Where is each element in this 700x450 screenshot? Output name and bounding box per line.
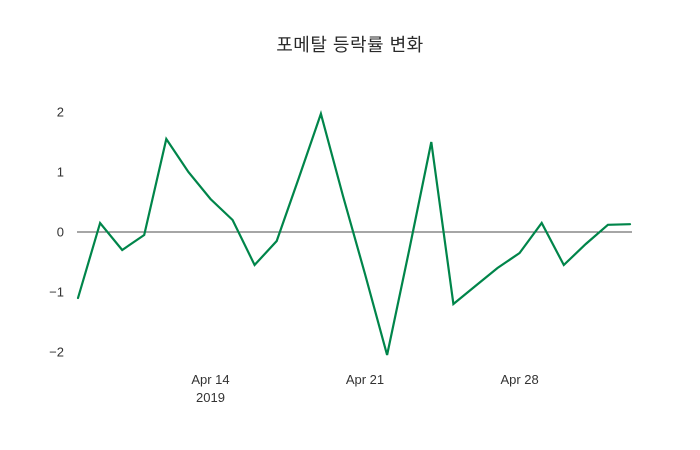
x-tick-label: Apr 28 xyxy=(500,372,538,387)
y-tick-label: 1 xyxy=(57,165,64,180)
series-line xyxy=(76,110,632,356)
y-tick-label: −2 xyxy=(49,345,64,360)
y-tick-label: 0 xyxy=(57,225,64,240)
chart-title: 포메탈 등락률 변화 xyxy=(276,35,424,55)
y-axis-ticks: 2 1 0 −1 −2 xyxy=(49,105,64,360)
x-tick-label: Apr 21 xyxy=(346,372,384,387)
y-tick-label: −1 xyxy=(49,285,64,300)
y-tick-label: 2 xyxy=(57,105,64,120)
x-tick-label: Apr 14 xyxy=(191,372,229,387)
x-tick-sublabel: 2019 xyxy=(196,390,225,405)
x-axis-ticks: Apr 14 2019 Apr 21 Apr 28 xyxy=(191,372,538,405)
